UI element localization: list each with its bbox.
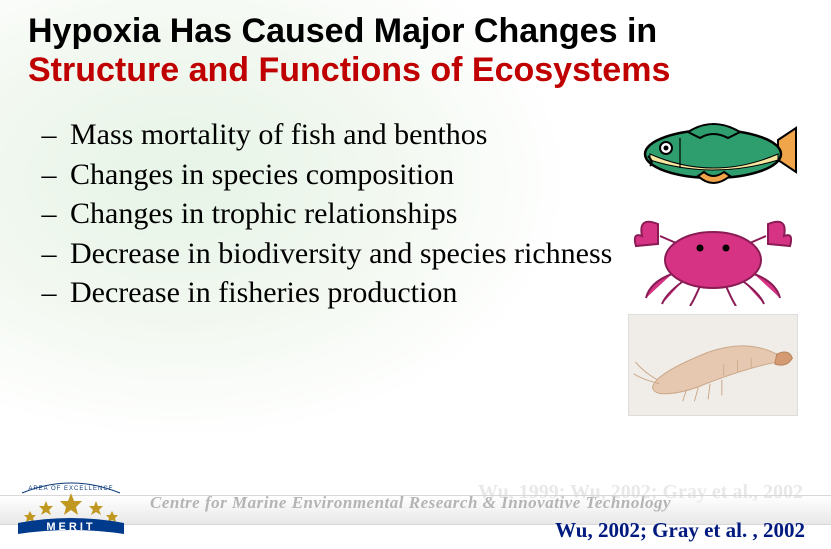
fish-icon bbox=[628, 120, 798, 198]
bullet-text: Decrease in biodiversity and species ric… bbox=[70, 235, 612, 273]
content-row: – Mass mortality of fish and benthos – C… bbox=[28, 116, 803, 416]
citation-ghost-text: Wu, 1999; Wu, 2002; Gray et al., 2002 bbox=[478, 481, 803, 504]
title-line-1: Hypoxia Has Caused Major Changes in bbox=[28, 12, 657, 50]
list-item: – Changes in species composition bbox=[28, 156, 613, 194]
list-item: – Changes in trophic relationships bbox=[28, 195, 613, 233]
list-item: – Decrease in biodiversity and species r… bbox=[28, 235, 613, 273]
merit-logo-icon: AREA OF EXCELLENCE MERIT bbox=[16, 479, 126, 541]
list-item: – Decrease in fisheries production bbox=[28, 274, 613, 312]
bullet-text: Changes in species composition bbox=[70, 156, 454, 194]
slide-footer: Centre for Marine Environmental Research… bbox=[0, 479, 831, 549]
fish-image bbox=[628, 120, 798, 198]
list-item: – Mass mortality of fish and benthos bbox=[28, 116, 613, 154]
bullet-dash-icon: – bbox=[28, 235, 70, 273]
shrimp-image bbox=[628, 314, 798, 416]
logo-stars bbox=[24, 493, 118, 522]
slide-title: Hypoxia Has Caused Major Changes in Stru… bbox=[28, 12, 803, 90]
slide: Hypoxia Has Caused Major Changes in Stru… bbox=[0, 0, 831, 549]
citation-text: Wu, 2002; Gray et al. , 2002 bbox=[555, 518, 805, 543]
illustration-column bbox=[623, 116, 803, 416]
bullet-dash-icon: – bbox=[28, 116, 70, 154]
bullet-dash-icon: – bbox=[28, 156, 70, 194]
bullet-dash-icon: – bbox=[28, 195, 70, 233]
crab-icon bbox=[628, 206, 798, 306]
shrimp-icon bbox=[629, 315, 797, 415]
logo-top-text: AREA OF EXCELLENCE bbox=[28, 486, 113, 492]
title-line-2: Structure and Functions of Ecosystems bbox=[28, 51, 670, 89]
logo-bottom-text: MERIT bbox=[46, 521, 95, 533]
crab-image bbox=[628, 206, 798, 306]
bullet-list: – Mass mortality of fish and benthos – C… bbox=[28, 116, 613, 416]
bullet-text: Decrease in fisheries production bbox=[70, 274, 457, 312]
bullet-text: Mass mortality of fish and benthos bbox=[70, 116, 487, 154]
bullet-dash-icon: – bbox=[28, 274, 70, 312]
bullet-text: Changes in trophic relationships bbox=[70, 195, 457, 233]
